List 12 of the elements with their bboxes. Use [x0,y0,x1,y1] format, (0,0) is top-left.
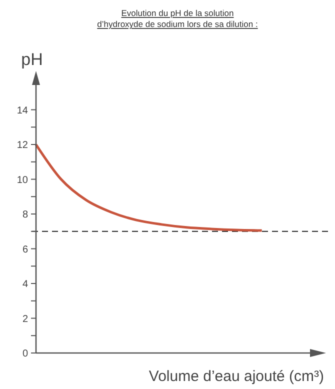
y-tick-label: 2 [22,314,28,325]
y-tick-label: 12 [16,140,28,151]
x-axis-title: Volume d’eau ajouté (cm³) [148,368,324,385]
y-tick-label: 14 [16,105,28,116]
y-tick-label: 8 [22,210,28,220]
y-axis-title: pH [21,50,43,69]
y-tick-label: 4 [22,279,28,290]
y-tick-label: 6 [22,244,28,256]
y-tick-label: 10 [16,174,28,186]
line-series [34,143,264,232]
y-tick-label: 0 [22,348,28,360]
chart-title: Evolution du pH de la solution d’hydroxyde de sodium lors de sa dilution : [97,8,258,29]
